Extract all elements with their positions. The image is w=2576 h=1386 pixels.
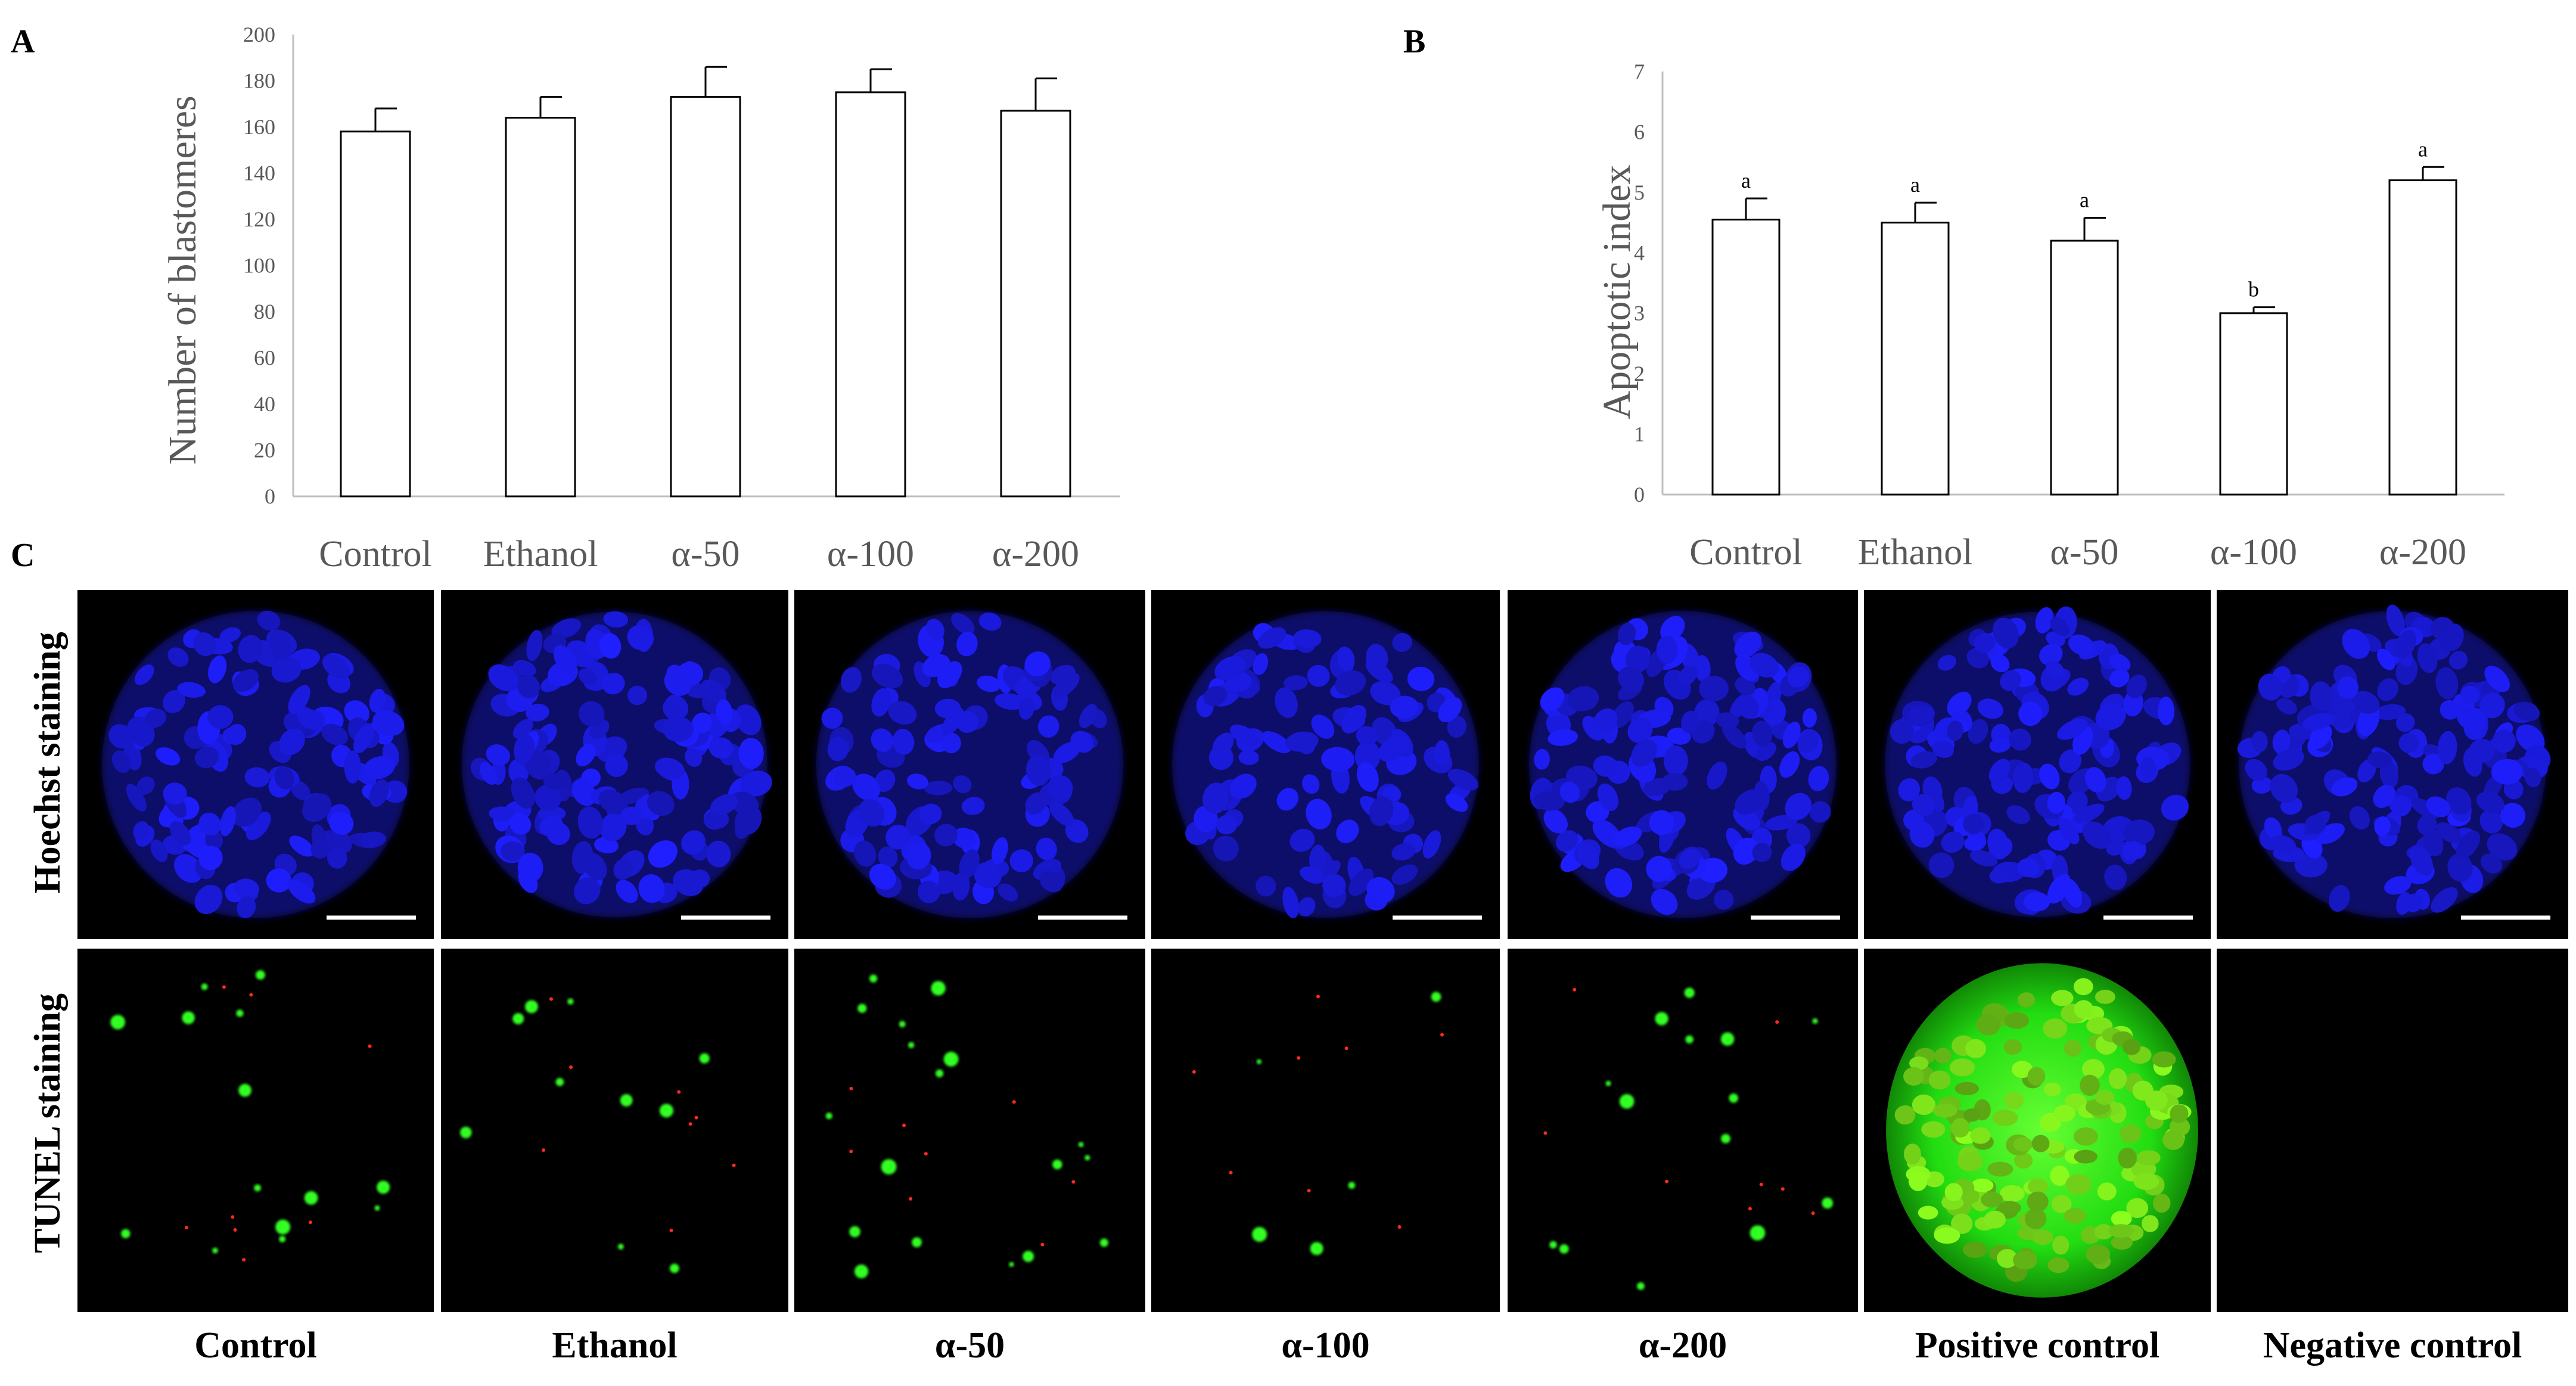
y-tick-label: 20 bbox=[254, 439, 275, 462]
x-tick-label: α-200 bbox=[992, 534, 1079, 574]
column-label: α-50 bbox=[935, 1325, 1005, 1366]
hoechst-image bbox=[794, 590, 1145, 939]
panel-letter-a: A bbox=[11, 23, 35, 60]
y-tick-label: 100 bbox=[243, 254, 275, 278]
column-label: α-100 bbox=[1281, 1325, 1369, 1366]
y-tick-label: 180 bbox=[243, 69, 275, 93]
hoechst-image bbox=[1151, 590, 1500, 939]
bar bbox=[2219, 312, 2288, 496]
hoechst-image bbox=[1508, 590, 1858, 939]
y-tick-label: 160 bbox=[243, 115, 275, 139]
column-label: Negative control bbox=[2263, 1325, 2522, 1366]
panel-letter-c: C bbox=[11, 537, 35, 574]
x-tick-label: α-50 bbox=[2050, 532, 2118, 573]
bar bbox=[2388, 179, 2457, 496]
column-label: Ethanol bbox=[552, 1325, 677, 1366]
y-tick-label: 5 bbox=[1634, 181, 1645, 204]
significance-label: a bbox=[2418, 137, 2428, 161]
y-axis-label-b: Apoptotic index bbox=[1595, 164, 1639, 419]
x-tick-label: Ethanol bbox=[1858, 532, 1973, 573]
x-tick-label: α-200 bbox=[2379, 532, 2466, 573]
column-label: Positive control bbox=[1915, 1325, 2159, 1366]
x-tick-label: Ethanol bbox=[483, 534, 598, 574]
y-tick-label: 6 bbox=[1634, 120, 1645, 144]
bar bbox=[340, 130, 411, 498]
y-tick-label: 7 bbox=[1634, 60, 1645, 83]
tunel-image bbox=[1151, 949, 1500, 1312]
tunel-image bbox=[1508, 949, 1858, 1312]
bar bbox=[835, 91, 906, 498]
x-tick-label: Control bbox=[319, 534, 431, 574]
column-label: α-200 bbox=[1639, 1325, 1727, 1366]
y-tick-label: 0 bbox=[1634, 483, 1645, 506]
row-label-hoechst: Hoechst staining bbox=[27, 632, 68, 893]
y-tick-label: 1 bbox=[1634, 422, 1645, 446]
bar bbox=[1711, 219, 1780, 496]
bar bbox=[670, 96, 741, 498]
y-tick-label: 200 bbox=[243, 23, 275, 46]
x-tick-label: Control bbox=[1689, 532, 1802, 573]
microscopy-panel: Hoechst staining TUNEL staining Control E… bbox=[27, 590, 2568, 1366]
significance-label: a bbox=[2080, 188, 2089, 212]
panel-letter-b: B bbox=[1403, 23, 1425, 60]
tunel-image bbox=[77, 949, 434, 1312]
tunel-image bbox=[2217, 949, 2568, 1312]
chart-a: Number of blastomeres 0 20 40 60 80 100 120 140… bbox=[161, 23, 1120, 574]
chart-b: Apoptotic index 0 1 2 3 4 5 6 7 Control a Ethanol a… bbox=[1595, 60, 2504, 573]
y-tick-label: 2 bbox=[1634, 362, 1645, 386]
x-tick-label: α-100 bbox=[2210, 532, 2297, 573]
column-label: Control bbox=[194, 1325, 317, 1366]
y-tick-label: 140 bbox=[243, 161, 275, 185]
significance-label: a bbox=[1741, 169, 1751, 192]
x-tick-label: α-50 bbox=[671, 534, 739, 574]
y-tick-label: 4 bbox=[1634, 241, 1645, 265]
tunel-image bbox=[1864, 949, 2211, 1312]
bar bbox=[1000, 110, 1071, 498]
hoechst-image bbox=[77, 590, 434, 939]
y-axis-label-a: Number of blastomeres bbox=[161, 95, 204, 465]
tunel-image bbox=[794, 949, 1145, 1312]
bar bbox=[2050, 240, 2119, 496]
bar bbox=[1881, 222, 1950, 496]
bar bbox=[505, 117, 576, 498]
significance-label: b bbox=[2248, 278, 2259, 302]
tunel-image bbox=[441, 949, 788, 1312]
significance-label: a bbox=[1910, 173, 1920, 197]
y-tick-label: 40 bbox=[254, 392, 275, 416]
hoechst-image bbox=[1864, 590, 2211, 939]
y-tick-label: 3 bbox=[1634, 302, 1645, 325]
hoechst-image bbox=[2217, 590, 2568, 939]
y-tick-label: 120 bbox=[243, 207, 275, 231]
y-tick-label: 60 bbox=[254, 346, 275, 370]
y-tick-label: 0 bbox=[265, 484, 275, 508]
hoechst-image bbox=[441, 590, 788, 939]
x-tick-label: α-100 bbox=[827, 534, 914, 574]
row-label-tunel: TUNEL staining bbox=[27, 993, 68, 1253]
y-tick-label: 80 bbox=[254, 300, 275, 324]
